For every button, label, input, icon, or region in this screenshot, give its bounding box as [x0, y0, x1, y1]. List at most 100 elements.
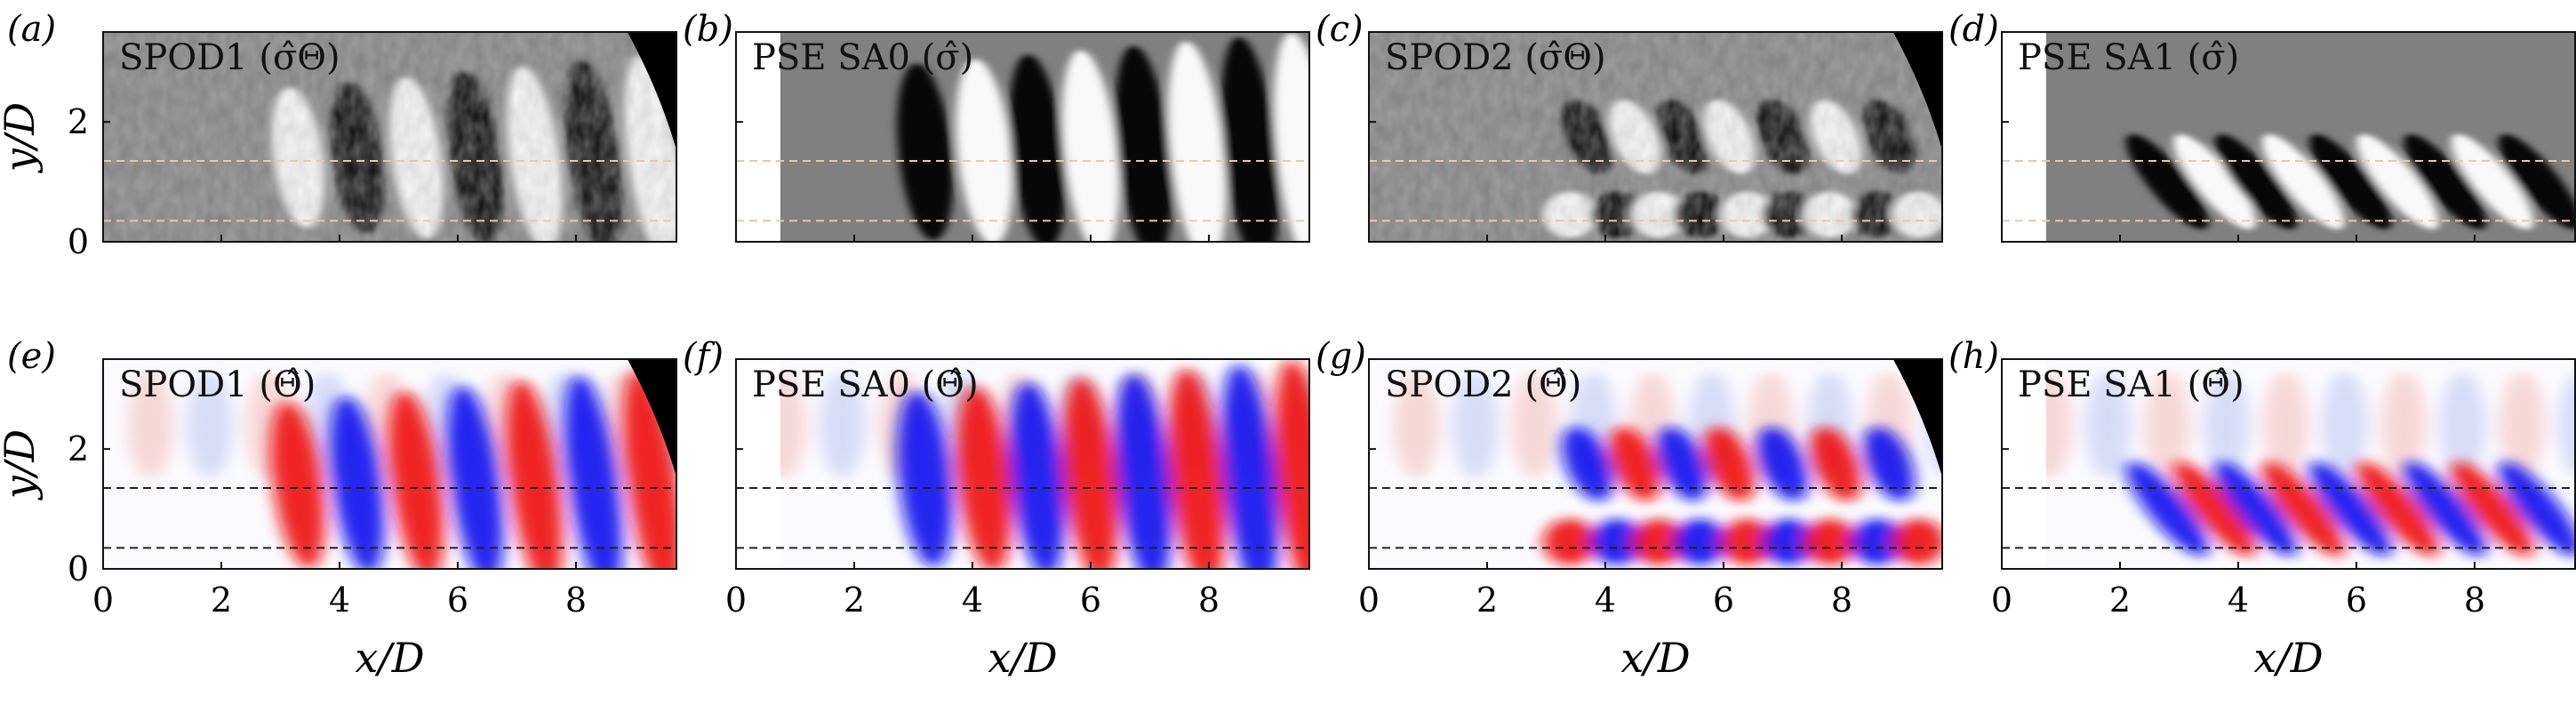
outer-lobe — [186, 372, 233, 479]
wave-band — [2498, 460, 2575, 557]
wave-band — [1673, 518, 1727, 565]
x-tick-label: 8 — [1831, 580, 1852, 620]
x-tick-label: 6 — [2346, 580, 2367, 620]
panel-letter: (f) — [683, 336, 724, 377]
outer-lobe — [2321, 372, 2368, 479]
x-tick-label: 4 — [2228, 580, 2249, 620]
wave-band — [1850, 518, 1904, 565]
wave-band — [2309, 460, 2392, 557]
panel-b: (b) PSE SA0 (σ̂) — [683, 9, 1310, 243]
outer-lobe — [1511, 372, 1558, 479]
panel-letter: (h) — [1948, 336, 1999, 377]
wave-band — [2261, 460, 2345, 557]
wave-band — [1590, 518, 1644, 565]
wave-band — [1061, 50, 1120, 242]
outer-lobe — [1393, 372, 1440, 479]
outer-lobe — [2144, 372, 2191, 479]
wave-band — [956, 386, 1013, 569]
wave-band — [1220, 364, 1280, 569]
wave-band — [2125, 460, 2209, 557]
wave-band — [329, 396, 386, 569]
x-tick-label: 2 — [211, 580, 232, 620]
wave-band — [1609, 426, 1661, 502]
panel-frame — [102, 358, 677, 570]
wave-band — [897, 63, 954, 241]
outer-lobe — [1452, 372, 1499, 479]
wave-band — [1168, 368, 1227, 569]
wave-band — [2173, 460, 2256, 557]
wave-band — [1274, 359, 1309, 569]
wave-band — [270, 401, 326, 569]
panel-title: SPOD1 (σ̂Θ) — [119, 37, 340, 78]
panel-letter: (e) — [7, 336, 56, 377]
x-axis-label: x/D — [1620, 634, 1690, 682]
wave-band — [956, 59, 1013, 242]
x-tick-label: 6 — [1713, 580, 1734, 620]
noise-texture — [103, 32, 676, 242]
x-tick-label: 0 — [1991, 580, 2012, 620]
panel-title: PSE SA1 (σ̂) — [2018, 37, 2239, 78]
y-tick-label: 0 — [68, 222, 89, 261]
outer-lobe — [2203, 372, 2250, 479]
x-axis-label: x/D — [988, 634, 1057, 682]
panel-title: SPOD1 (Θ̂) — [119, 364, 316, 405]
wave-band — [1656, 426, 1708, 502]
panel-title: SPOD2 (Θ̂) — [1385, 364, 1581, 405]
inlet-mask — [736, 359, 780, 569]
x-axis-label: x/D — [2253, 634, 2323, 682]
wave-band — [2173, 133, 2256, 230]
wave-band — [1892, 518, 1942, 565]
wave-band — [2309, 133, 2392, 230]
wave-band — [1543, 518, 1597, 565]
panel-frame — [1368, 358, 1943, 570]
wave-band — [1562, 426, 1613, 502]
x-tick-label: 8 — [565, 580, 587, 620]
field-of-view-mask — [1892, 359, 1942, 477]
y-axis-label: y/D — [0, 429, 44, 500]
panel-frame — [2001, 358, 2576, 570]
wave-band — [1631, 518, 1685, 565]
x-tick-label: 8 — [1198, 580, 1220, 620]
panel-g: (g) SPOD2 (Θ̂) 0 2 4 6 8 x/D — [1316, 336, 1943, 682]
wave-band — [1762, 518, 1816, 565]
panel-a: (a) SPOD1 (σ̂Θ) 0 2 y/D — [0, 9, 677, 261]
x-tick-label: 8 — [2464, 580, 2485, 620]
panel-h: (h) PSE SA1 (Θ̂) 0 2 4 6 8 x/D — [1948, 336, 2576, 682]
panel-title: PSE SA0 (σ̂) — [752, 37, 973, 78]
x-tick-label: 0 — [92, 580, 114, 620]
wave-band — [1009, 54, 1067, 242]
wave-band — [1061, 377, 1120, 569]
panel-frame — [735, 358, 1310, 570]
panel-frame — [102, 31, 677, 243]
wave-band — [1009, 381, 1067, 569]
wave-band — [2261, 133, 2345, 230]
wave-band — [1803, 518, 1857, 565]
outer-lobe — [2262, 372, 2309, 479]
field-of-view-mask — [627, 359, 676, 477]
wave-band — [1168, 41, 1227, 242]
panel-title: PSE SA1 (Θ̂) — [2018, 364, 2244, 405]
wave-band — [1863, 426, 1916, 502]
wave-band — [1720, 518, 1774, 565]
x-axis-label: x/D — [355, 634, 424, 682]
wave-band — [1274, 32, 1309, 242]
y-tick-label: 2 — [68, 102, 89, 141]
outer-lobe — [2380, 372, 2428, 479]
panel-d: (d) PSE SA1 (σ̂) — [1948, 9, 2576, 243]
x-tick-label: 4 — [329, 580, 350, 620]
panel-letter: (g) — [1316, 336, 1366, 377]
x-tick-label: 6 — [447, 580, 468, 620]
wave-band — [2214, 460, 2298, 557]
wave-band — [1115, 45, 1173, 242]
wave-band — [2451, 133, 2534, 230]
panel-letter: (d) — [1948, 9, 1999, 50]
outer-lobe — [2084, 372, 2132, 479]
wave-band — [2356, 133, 2439, 230]
outer-lobe — [2499, 372, 2546, 479]
panel-f: (f) PSE SA0 (Θ̂) 0 2 4 6 8 x/D — [683, 336, 1310, 682]
panel-letter: (a) — [7, 9, 56, 50]
wave-band — [564, 374, 623, 569]
inlet-mask — [2002, 359, 2046, 569]
wave-band — [1810, 426, 1862, 502]
y-tick-label: 2 — [68, 429, 89, 468]
